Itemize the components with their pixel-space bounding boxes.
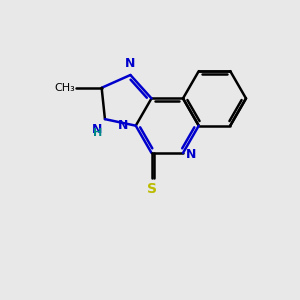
Text: S: S <box>146 182 157 196</box>
Text: N: N <box>92 123 102 136</box>
Text: N: N <box>118 119 128 132</box>
Text: H: H <box>93 128 102 137</box>
Text: N: N <box>185 148 196 161</box>
Text: CH₃: CH₃ <box>54 83 75 93</box>
Text: N: N <box>125 58 136 70</box>
